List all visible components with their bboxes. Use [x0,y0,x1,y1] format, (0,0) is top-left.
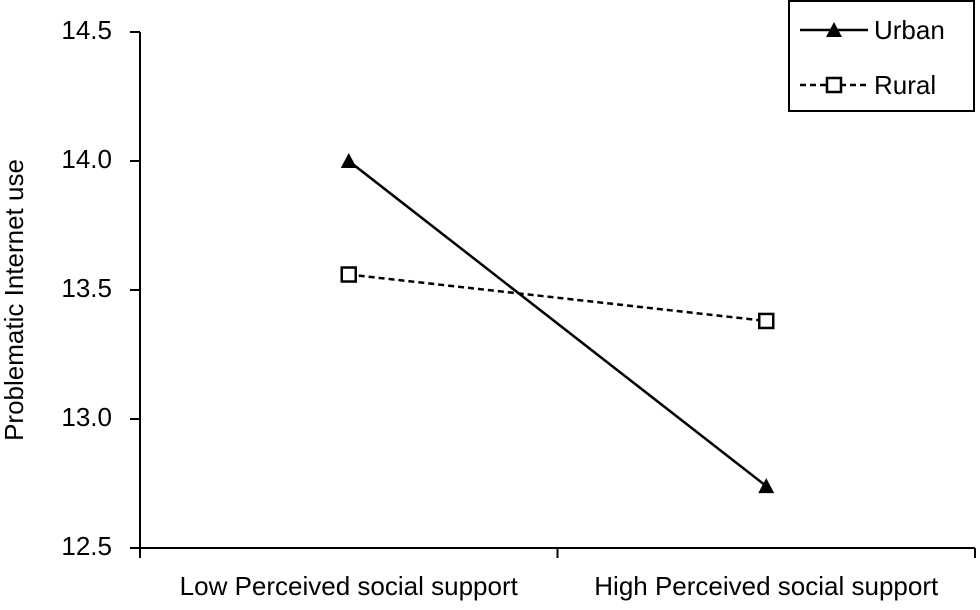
legend-box [788,0,975,112]
x-tick-label: High Perceived social support [594,571,939,601]
y-axis-label: Problematic Internet use [0,159,29,441]
square-marker [758,312,775,330]
series-line [348,273,767,323]
triangle-marker [758,478,775,494]
triangle-marker [340,153,357,168]
y-tick-label: 14.0 [61,144,112,174]
y-tick-label: 14.5 [61,15,112,45]
triangle-marker [826,22,842,37]
series-line [347,160,768,488]
y-tick-label: 12.5 [61,531,112,561]
y-tick-label: 13.5 [61,273,112,303]
square-marker [825,76,843,94]
legend-label: Rural [874,70,936,100]
x-tick-label: Low Perceived social support [180,571,519,601]
y-tick-label: 13.0 [61,402,112,432]
square-marker [340,266,357,283]
legend-label: Urban [874,15,945,45]
